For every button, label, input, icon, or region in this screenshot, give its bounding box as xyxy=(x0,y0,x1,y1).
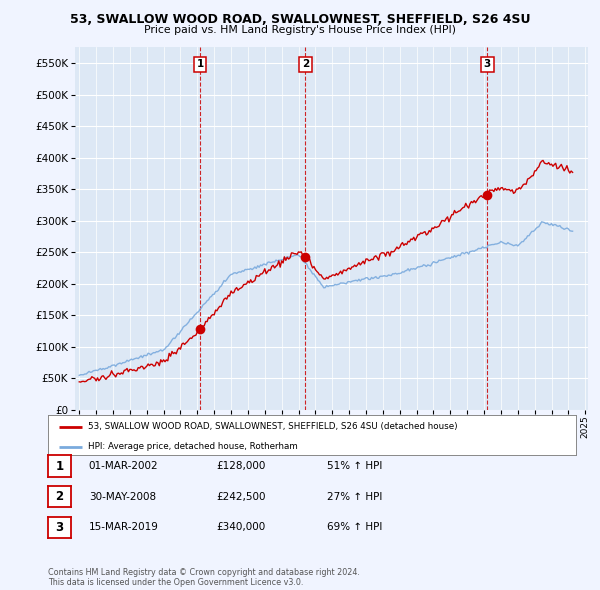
Text: 1: 1 xyxy=(55,460,64,473)
Text: £128,000: £128,000 xyxy=(216,461,265,471)
Text: £242,500: £242,500 xyxy=(216,492,265,502)
Text: 53, SWALLOW WOOD ROAD, SWALLOWNEST, SHEFFIELD, S26 4SU: 53, SWALLOW WOOD ROAD, SWALLOWNEST, SHEF… xyxy=(70,13,530,26)
Text: 51% ↑ HPI: 51% ↑ HPI xyxy=(327,461,382,471)
Text: 2: 2 xyxy=(302,59,309,69)
Text: 3: 3 xyxy=(484,59,491,69)
Text: £340,000: £340,000 xyxy=(216,523,265,532)
Text: 01-MAR-2002: 01-MAR-2002 xyxy=(89,461,158,471)
Text: HPI: Average price, detached house, Rotherham: HPI: Average price, detached house, Roth… xyxy=(88,442,298,451)
Text: 15-MAR-2019: 15-MAR-2019 xyxy=(89,523,158,532)
Text: 1: 1 xyxy=(196,59,203,69)
Text: 69% ↑ HPI: 69% ↑ HPI xyxy=(327,523,382,532)
Text: 30-MAY-2008: 30-MAY-2008 xyxy=(89,492,156,502)
Text: 2: 2 xyxy=(55,490,64,503)
Text: Price paid vs. HM Land Registry's House Price Index (HPI): Price paid vs. HM Land Registry's House … xyxy=(144,25,456,35)
Text: 27% ↑ HPI: 27% ↑ HPI xyxy=(327,492,382,502)
Text: Contains HM Land Registry data © Crown copyright and database right 2024.
This d: Contains HM Land Registry data © Crown c… xyxy=(48,568,360,587)
Text: 3: 3 xyxy=(55,521,64,534)
Text: 53, SWALLOW WOOD ROAD, SWALLOWNEST, SHEFFIELD, S26 4SU (detached house): 53, SWALLOW WOOD ROAD, SWALLOWNEST, SHEF… xyxy=(88,422,457,431)
